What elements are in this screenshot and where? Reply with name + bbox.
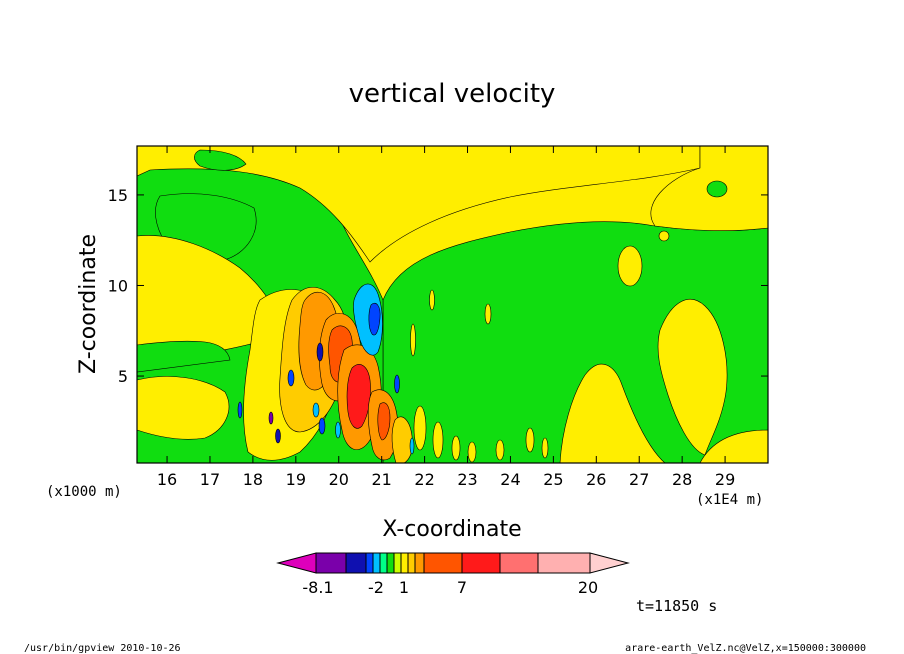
velocity-region bbox=[318, 417, 326, 435]
colorbar-segment bbox=[386, 552, 395, 574]
velocity-region bbox=[484, 303, 492, 325]
velocity-region bbox=[353, 283, 383, 356]
colorbar-label: -2 bbox=[368, 578, 384, 597]
velocity-region bbox=[268, 411, 274, 425]
y-unit-note: (x1000 m) bbox=[46, 484, 122, 500]
x-tick-label: 21 bbox=[371, 470, 391, 489]
colorbar-segment bbox=[589, 552, 630, 574]
x-tick-label: 26 bbox=[586, 470, 606, 489]
y-axis: 5 10 15 bbox=[108, 186, 768, 386]
velocity-region bbox=[432, 421, 444, 459]
velocity-region bbox=[657, 299, 728, 456]
x-tick-label: 22 bbox=[414, 470, 434, 489]
x-unit-note: (x1E4 m) bbox=[696, 492, 763, 508]
time-label: t=11850 s bbox=[636, 597, 717, 615]
velocity-region bbox=[194, 149, 247, 171]
colorbar-segment bbox=[537, 552, 591, 574]
velocity-region bbox=[706, 180, 728, 198]
y-tick-label: 15 bbox=[108, 186, 128, 205]
velocity-region bbox=[559, 363, 666, 464]
x-tick-label: 20 bbox=[329, 470, 349, 489]
x-tick-label: 17 bbox=[200, 470, 220, 489]
y-tick-label: 5 bbox=[118, 367, 128, 386]
colorbar-segment bbox=[400, 552, 409, 574]
x-tick-label: 23 bbox=[457, 470, 477, 489]
velocity-region bbox=[429, 289, 435, 311]
velocity-region bbox=[413, 405, 427, 451]
velocity-region bbox=[335, 421, 341, 439]
colorbar-label: 7 bbox=[457, 578, 467, 597]
colorbar-segment bbox=[407, 552, 416, 574]
x-tick-label: 25 bbox=[543, 470, 563, 489]
colorbar-segment bbox=[345, 552, 367, 574]
colorbar: -8.1 -2 1 7 20 bbox=[276, 552, 630, 597]
velocity-region bbox=[136, 376, 230, 440]
velocity-region bbox=[136, 145, 701, 263]
x-tick-label: 16 bbox=[157, 470, 177, 489]
footer-left: /usr/bin/gpview 2010-10-26 bbox=[24, 643, 181, 654]
velocity-region bbox=[368, 302, 381, 336]
x-tick-label: 24 bbox=[500, 470, 520, 489]
velocity-region bbox=[377, 402, 391, 441]
velocity-region bbox=[275, 428, 281, 444]
velocity-region bbox=[409, 437, 415, 455]
x-tick-label: 28 bbox=[672, 470, 692, 489]
colorbar-segment bbox=[499, 552, 539, 574]
velocity-region bbox=[394, 374, 400, 394]
colorbar-segment bbox=[414, 552, 425, 574]
x-axis-label: X-coordinate bbox=[382, 517, 521, 542]
colorbar-segment bbox=[315, 552, 347, 574]
colorbar-label: -8.1 bbox=[302, 578, 333, 597]
plot-frame bbox=[136, 145, 769, 464]
footer-right: arare-earth_VelZ.nc@VelZ,x=150000:300000 bbox=[625, 643, 866, 654]
x-tick-label: 27 bbox=[629, 470, 649, 489]
velocity-region bbox=[451, 435, 461, 461]
plot-area bbox=[136, 145, 769, 464]
velocity-region bbox=[541, 437, 549, 459]
velocity-region bbox=[525, 427, 535, 453]
x-tick-label: 29 bbox=[715, 470, 735, 489]
velocity-region bbox=[617, 245, 643, 287]
colorbar-label: 1 bbox=[399, 578, 409, 597]
velocity-region bbox=[410, 323, 416, 357]
y-tick-label: 10 bbox=[108, 276, 128, 295]
colorbar-segment bbox=[372, 552, 381, 574]
colorbar-segment bbox=[393, 552, 402, 574]
velocity-region bbox=[467, 441, 477, 463]
velocity-region bbox=[658, 230, 670, 242]
velocity-region bbox=[237, 401, 243, 419]
x-axis: 16 17 18 19 20 21 22 23 24 25 26 27 28 29 bbox=[157, 146, 735, 489]
velocity-region bbox=[346, 364, 371, 429]
colorbar-segment bbox=[461, 552, 501, 574]
chart-title: vertical velocity bbox=[349, 79, 556, 109]
velocity-region bbox=[312, 402, 320, 418]
velocity-field bbox=[136, 145, 769, 464]
colorbar-segment bbox=[423, 552, 463, 574]
colorbar-segment bbox=[379, 552, 388, 574]
velocity-region bbox=[495, 439, 505, 461]
colorbar-segment bbox=[365, 552, 374, 574]
colorbar-segment bbox=[276, 552, 317, 574]
colorbar-label: 20 bbox=[578, 578, 598, 597]
velocity-region bbox=[287, 369, 295, 387]
velocity-region bbox=[136, 340, 231, 373]
x-tick-label: 18 bbox=[243, 470, 263, 489]
x-tick-label: 19 bbox=[286, 470, 306, 489]
velocity-region bbox=[316, 342, 324, 362]
velocity-region bbox=[391, 416, 413, 464]
y-axis-label: Z-coordinate bbox=[76, 234, 101, 374]
